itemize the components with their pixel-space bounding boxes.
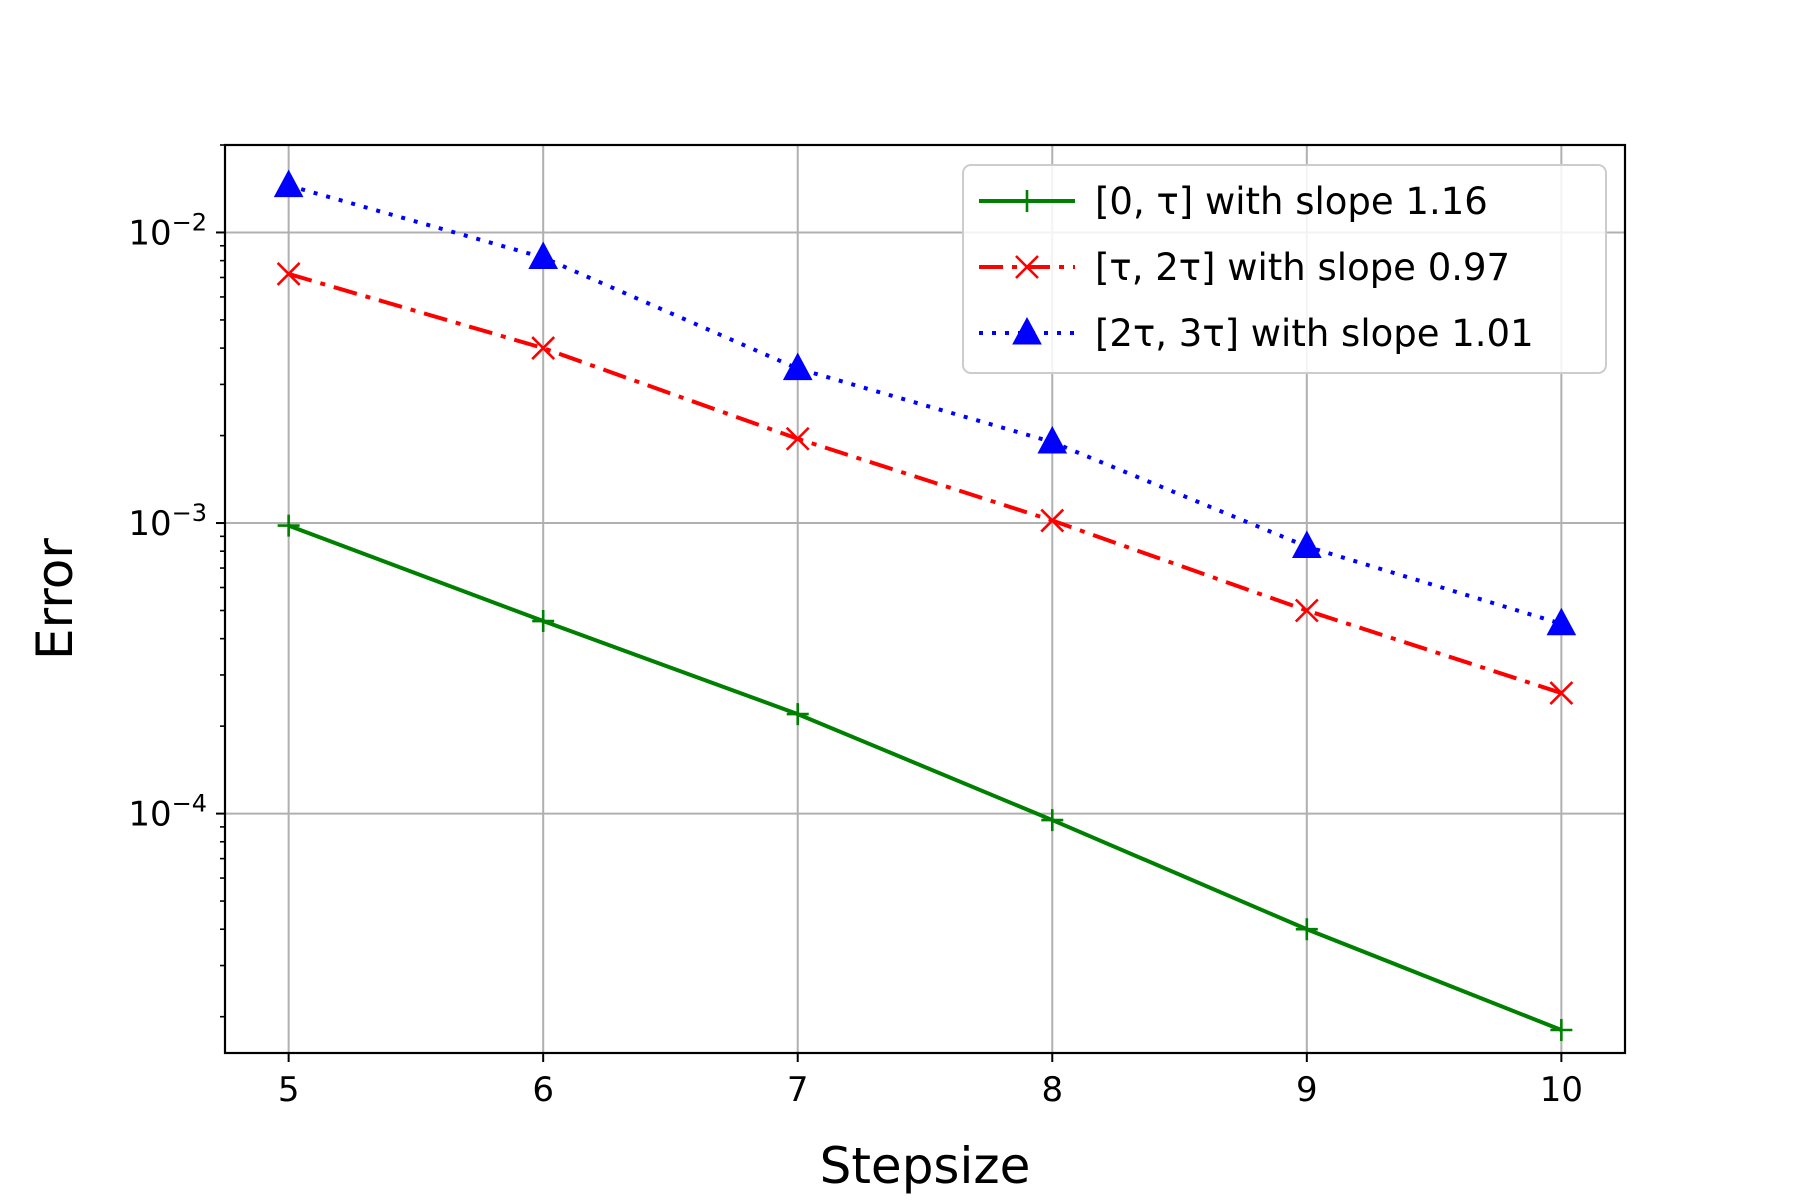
y-tick-label: 10−3 <box>128 499 207 544</box>
legend-swatch-marker <box>1012 316 1042 345</box>
plot-frame <box>223 143 1627 1055</box>
x-tick-label: 9 <box>1296 1070 1318 1110</box>
legend-swatch-marker <box>1015 255 1039 279</box>
y-tick-label: 10−4 <box>128 790 207 835</box>
x-axis-label: Stepsize <box>820 1137 1031 1195</box>
data-point <box>1041 809 1064 832</box>
ticks: 5 6 7 8 9 10 10−2 10−3 10−4 <box>128 144 1583 1110</box>
series-line <box>287 523 1563 1032</box>
y-tick-label: 10−2 <box>128 208 207 253</box>
x-tick-label: 8 <box>1041 1070 1063 1110</box>
series-3 <box>273 169 1577 636</box>
data-point <box>531 336 556 361</box>
data-point <box>1550 1018 1573 1041</box>
legend-box <box>962 164 1607 374</box>
data-point <box>782 352 813 381</box>
data-point <box>277 514 300 537</box>
legend: [0, τ] with slope 1.16 [τ, 2τ] with slope… <box>962 164 1607 374</box>
x-tick-label: 6 <box>532 1070 554 1110</box>
y-axis-label: Error <box>26 538 84 660</box>
x-tick-label: 7 <box>787 1070 809 1110</box>
series-1 <box>277 514 1573 1041</box>
data-point <box>273 169 304 198</box>
series-line <box>288 272 1562 695</box>
data-point <box>1291 530 1322 559</box>
data-point <box>1295 918 1318 941</box>
data-point <box>786 703 809 726</box>
data-point <box>528 241 559 270</box>
series-2 <box>276 262 1574 705</box>
data-point <box>1546 607 1577 636</box>
legend-entry-label: [2τ, 3τ] with slope 1.01 <box>1095 312 1534 355</box>
legend-entry-label: [τ, 2τ] with slope 0.97 <box>1095 246 1510 289</box>
series-group <box>273 169 1577 1041</box>
legend-swatch-marker <box>1016 190 1038 212</box>
legend-entry-label: [0, τ] with slope 1.16 <box>1095 180 1488 223</box>
data-point <box>1037 425 1068 454</box>
data-point <box>532 610 555 633</box>
x-tick-label: 10 <box>1540 1070 1583 1110</box>
data-point <box>1040 508 1065 533</box>
data-point <box>1294 598 1319 623</box>
data-point <box>276 262 301 286</box>
data-point <box>785 426 810 451</box>
data-point <box>1549 681 1574 705</box>
x-tick-label: 5 <box>278 1070 300 1110</box>
